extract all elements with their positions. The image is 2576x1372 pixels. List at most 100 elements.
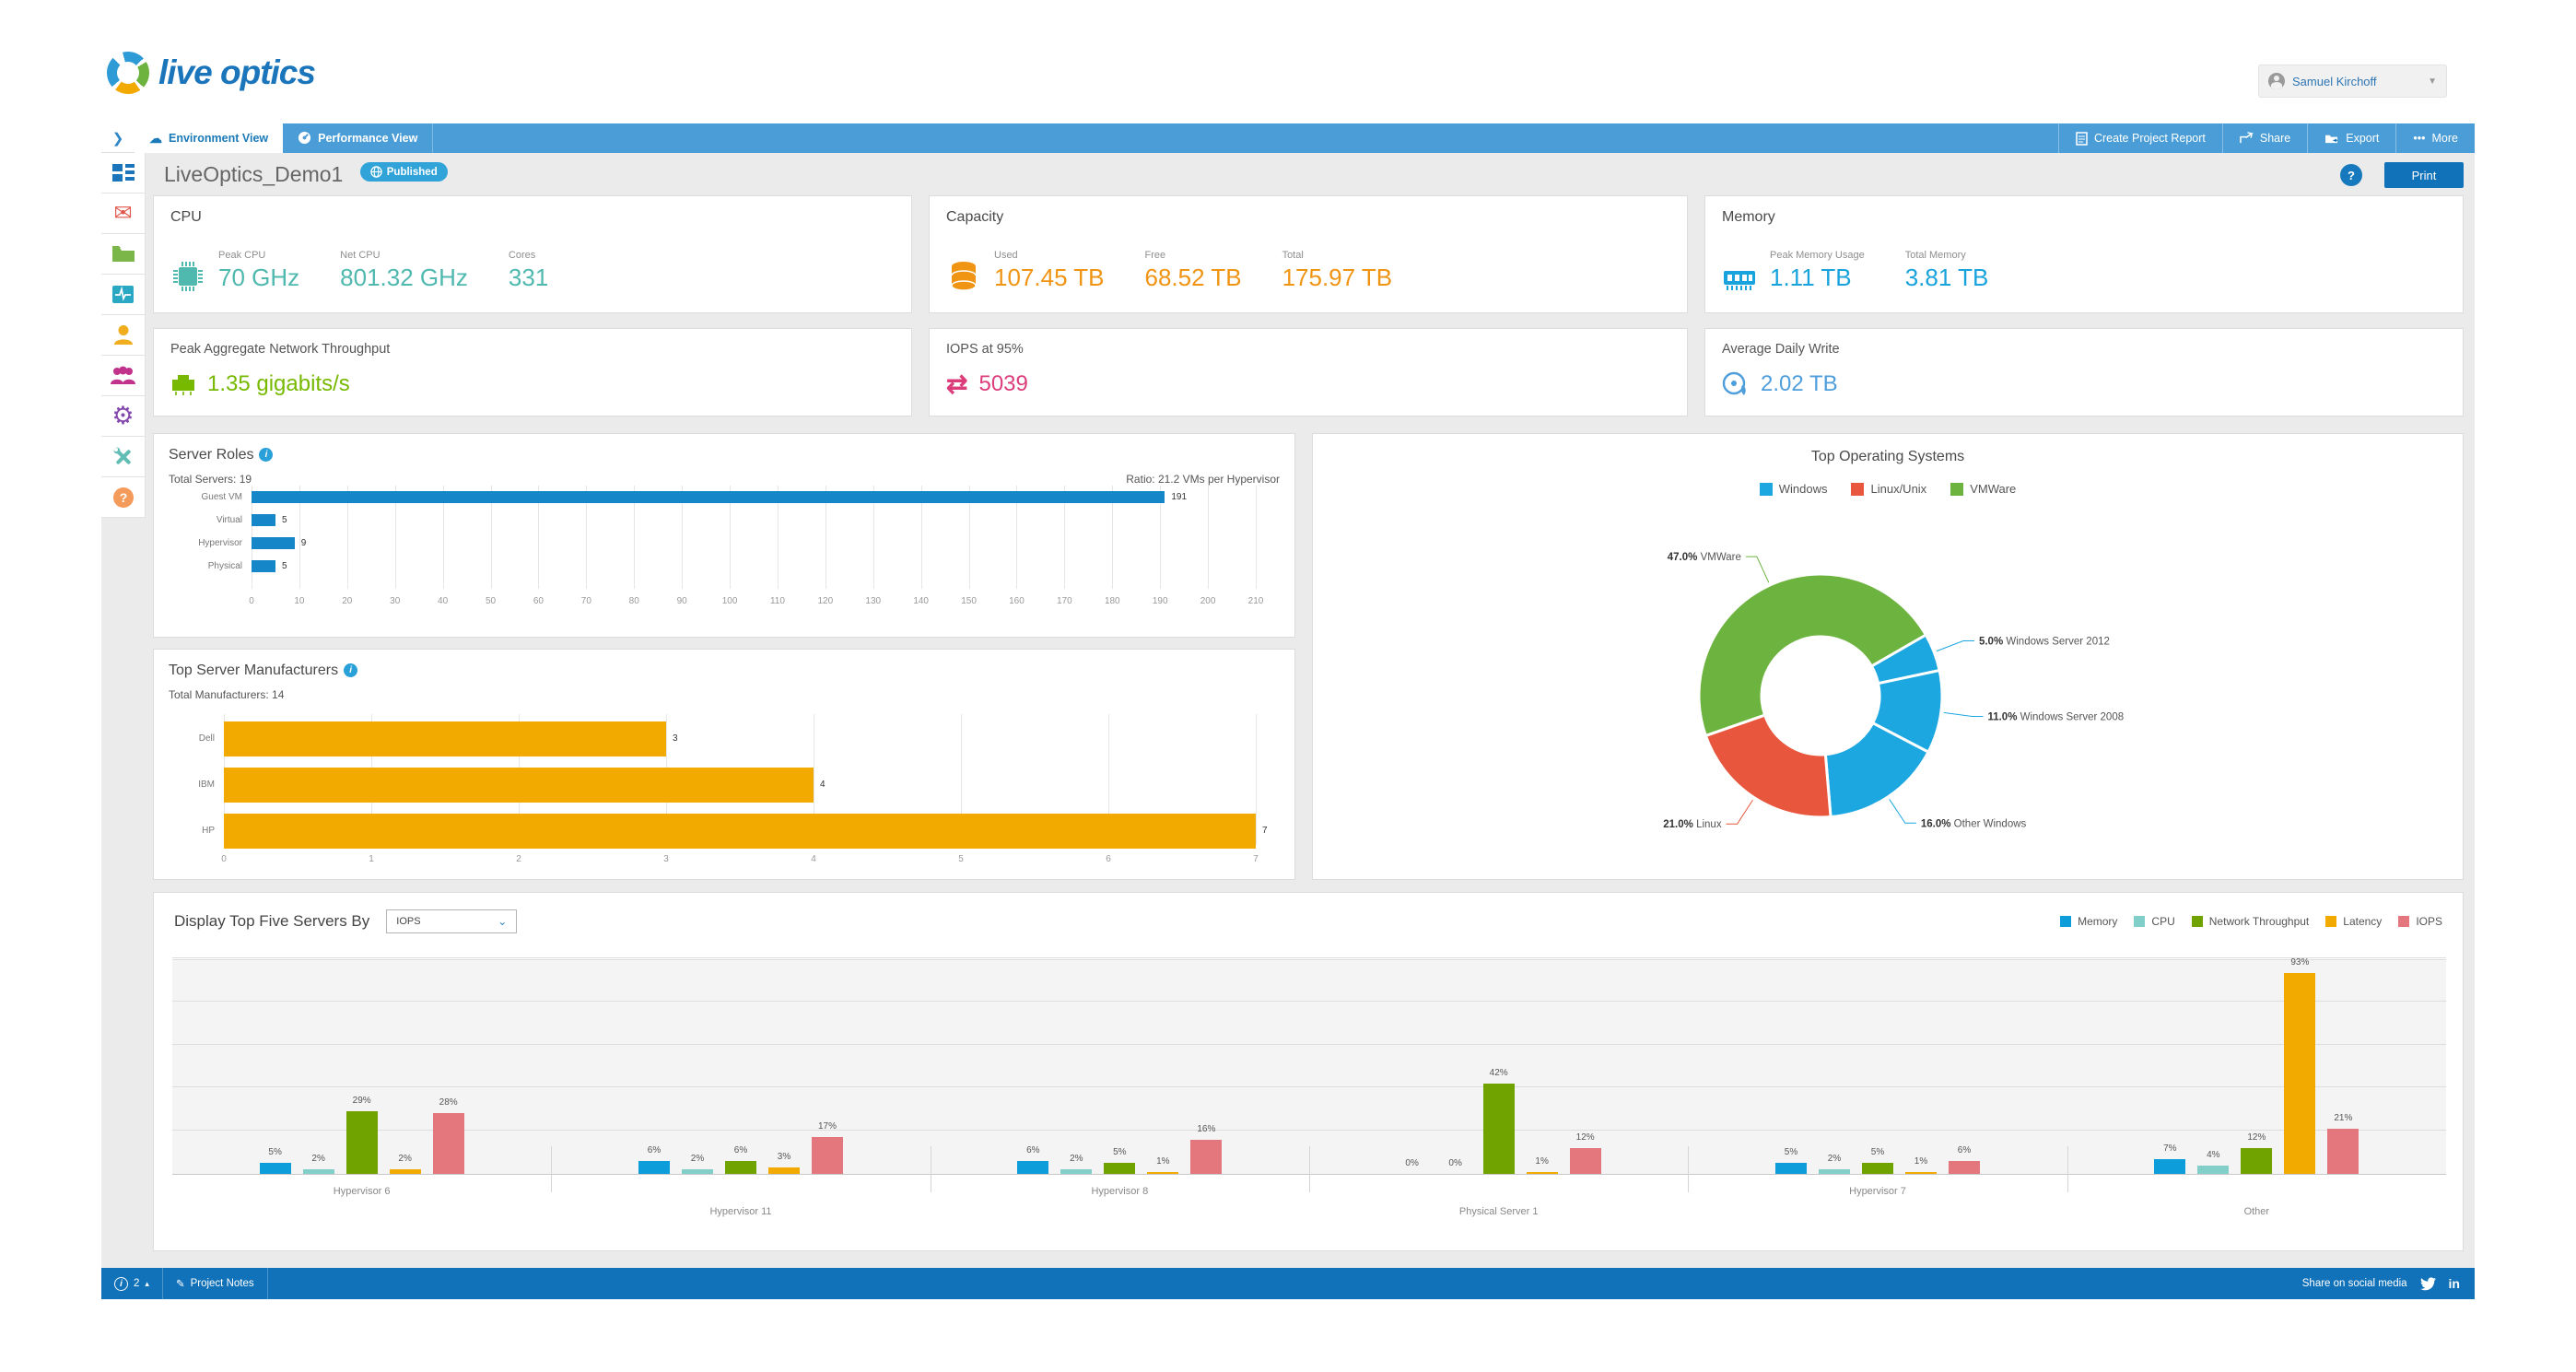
bar-value-label: 7	[1262, 826, 1268, 836]
tab-performance-view[interactable]: Performance View	[283, 123, 434, 153]
bar-other-latency	[2284, 973, 2316, 1174]
sidebar-item-projects[interactable]	[101, 234, 146, 275]
donut-slice-vmware[interactable]	[1697, 572, 1928, 738]
sidebar-item-mail[interactable]: ✉	[101, 193, 146, 234]
category-label-physical-server-1: Physical Server 1	[1458, 1206, 1539, 1217]
metric-value: 3.81 TB	[1904, 264, 1989, 291]
share-button[interactable]: Share	[2221, 123, 2307, 153]
bar-hypervisor-8-latency	[1147, 1171, 1179, 1174]
print-button[interactable]: Print	[2384, 162, 2464, 188]
top-five-label: Display Top Five Servers By	[174, 912, 370, 930]
user-menu[interactable]: Samuel Kirchoff ▼	[2258, 64, 2447, 98]
kpi-value: 5039	[978, 371, 1028, 396]
legend-swatch	[1759, 482, 1773, 496]
y-axis-category-label: IBM	[198, 780, 215, 790]
kpi-value: 1.35 gigabits/s	[207, 371, 350, 396]
chevron-down-icon: ⌄	[498, 915, 508, 928]
kpi-card-network: Peak Aggregate Network Throughput 1.35 g…	[153, 328, 912, 416]
project-notes-button[interactable]: ✎ Project Notes	[163, 1268, 268, 1299]
monitor-pulse-icon	[112, 286, 134, 303]
user-avatar-icon	[2268, 73, 2285, 89]
manufacturers-panel: Top Server Manufacturers i Total Manufact…	[153, 649, 1295, 880]
selected-metric: IOPS	[396, 916, 421, 927]
gridline	[299, 486, 300, 589]
label-leader-line	[1889, 799, 1916, 824]
linkedin-icon[interactable]: in	[2448, 1276, 2460, 1291]
create-project-report-button[interactable]: Create Project Report	[2057, 123, 2222, 153]
tab-environment-view[interactable]: ☁ Environment View	[135, 123, 284, 153]
kpi-card-iops: IOPS at 95% ⇄ 5039	[929, 328, 1688, 416]
bar-value-label: 4	[820, 780, 825, 790]
x-axis-tick-label: 70	[580, 596, 591, 606]
legend-item-cpu[interactable]: CPU	[2134, 915, 2175, 928]
label-leader-line	[1943, 711, 1984, 718]
sidebar-item-teams[interactable]	[101, 356, 146, 396]
bar-value-label: 12%	[2247, 1132, 2266, 1143]
x-axis-tick-label: 6	[1106, 854, 1111, 864]
kpi-title: IOPS at 95%	[946, 342, 1024, 357]
more-button[interactable]: ••• More	[2395, 123, 2475, 153]
metric-label: Cores	[508, 250, 536, 261]
bar-value-label: 93%	[2290, 957, 2310, 968]
chart-title: Top Operating Systems	[1810, 449, 1965, 464]
metric-cores: Cores 331	[509, 250, 548, 292]
tab-label: Environment View	[169, 132, 269, 145]
gridline	[172, 1000, 2446, 1002]
twitter-icon[interactable]	[2419, 1276, 2436, 1291]
sidebar-item-tools[interactable]	[101, 437, 146, 477]
legend-item-linux-unix[interactable]: Linux/Unix	[1851, 482, 1926, 496]
gridline	[682, 486, 684, 589]
export-button[interactable]: Export	[2307, 123, 2395, 153]
legend-item-iops[interactable]: IOPS	[2398, 915, 2442, 928]
bar-hypervisor	[252, 537, 295, 549]
tab-label: Performance View	[318, 132, 418, 145]
metric-value: 331	[508, 264, 549, 291]
y-axis-category-label: Guest VM	[201, 491, 242, 502]
help-button[interactable]: ?	[2340, 164, 2362, 186]
gear-icon: ⚙	[111, 402, 135, 429]
gridline	[1256, 714, 1257, 845]
info-icon[interactable]: i	[344, 663, 358, 677]
kpi-card-daily-write: Average Daily Write 2.02 TB	[1704, 328, 2464, 416]
legend-item-vmware[interactable]: VMWare	[1950, 482, 2016, 496]
legend-item-latency[interactable]: Latency	[2325, 915, 2382, 928]
alerts-toggle[interactable]: i 2 ▴	[101, 1268, 163, 1299]
metric-label: Net CPU	[340, 250, 381, 261]
bar-hypervisor-11-cpu	[682, 1169, 713, 1174]
user-icon	[113, 325, 133, 345]
legend-label: Linux/Unix	[1870, 482, 1927, 496]
button-label: Export	[2346, 132, 2380, 145]
legend-item-windows[interactable]: Windows	[1759, 482, 1827, 496]
bar-value-label: 1%	[1535, 1155, 1549, 1167]
bar-value-label: 21%	[2334, 1112, 2353, 1123]
y-axis-category-label: Dell	[198, 733, 215, 744]
info-icon[interactable]: i	[259, 448, 274, 462]
metric-value: 801.32 GHz	[340, 264, 468, 291]
metric-used: Used 107.45 TB	[994, 250, 1105, 292]
bar-value-label: 2%	[311, 1154, 325, 1165]
sidebar-item-help[interactable]: ?	[101, 477, 146, 518]
sidebar-item-dashboard[interactable]	[101, 153, 146, 193]
gridline	[920, 486, 922, 589]
bar-hypervisor-7-memory	[1775, 1163, 1807, 1174]
metric-free: Free 68.52 TB	[1145, 250, 1242, 292]
legend-item-network-throughput[interactable]: Network Throughput	[2191, 915, 2309, 928]
x-axis-tick-label: 160	[1009, 596, 1025, 606]
sidebar: ✉ ⚙ ?	[101, 153, 146, 518]
y-axis-category-label: Virtual	[216, 514, 242, 525]
category-label-hypervisor-11: Hypervisor 11	[709, 1206, 772, 1217]
kpi-card-memory: Memory Peak Memory Usage 1.11 TB Total M…	[1704, 195, 2464, 313]
sidebar-item-settings[interactable]: ⚙	[101, 396, 146, 437]
legend-item-memory[interactable]: Memory	[2060, 915, 2117, 928]
bar-value-label: 3%	[777, 1151, 791, 1162]
bar-value-label: 16%	[1197, 1123, 1216, 1134]
bar-value-label: 29%	[352, 1096, 371, 1107]
bar-hypervisor-7-latency	[1905, 1171, 1937, 1174]
bar-hypervisor-6-network-throughput	[345, 1111, 378, 1174]
sidebar-item-performance[interactable]	[101, 275, 146, 315]
sidebar-collapse-button[interactable]: ❯	[101, 123, 135, 153]
sidebar-item-profile[interactable]	[101, 315, 146, 356]
top-five-metric-select[interactable]: IOPS ⌄	[386, 909, 518, 933]
metric-label: Used	[994, 250, 1018, 261]
donut-slice-linux[interactable]	[1704, 713, 1832, 819]
